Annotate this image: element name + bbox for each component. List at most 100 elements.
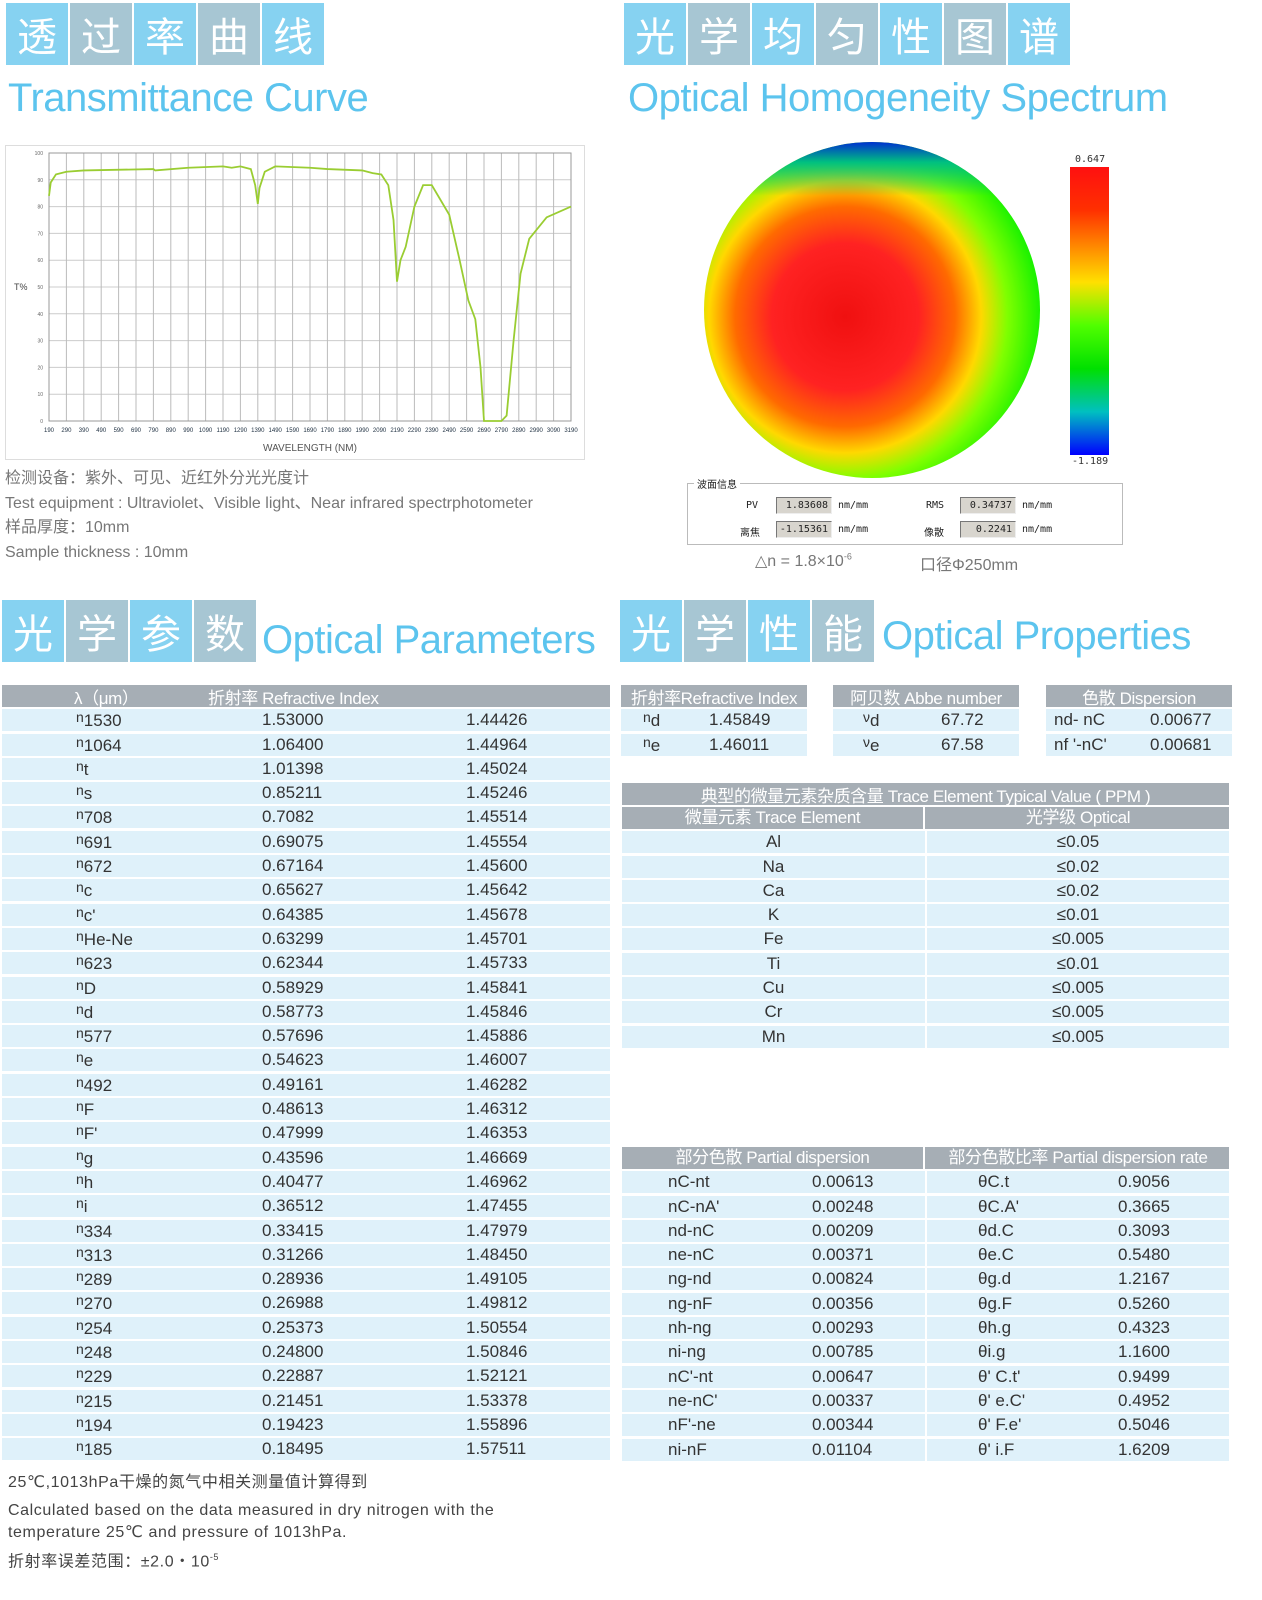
abbe-table: 阿贝数 Abbe number νd 67.72 νe 67.58 [833,685,1019,756]
table-row: Ti ≤0.01 [622,952,1229,975]
title-char: 率 [134,3,196,65]
table-header: λ（μm） 折射率 Refractive Index [2,685,610,708]
wavelength-label: 194 [83,1415,113,1435]
cell: θ' e.C' [978,1390,1026,1410]
wavelength-value: 0.58773 [262,1001,324,1021]
cell: 0.00647 [812,1366,874,1386]
table-row: n1530 1.53000 1.44426 [2,709,610,732]
x-tick-label: 790 [148,428,159,434]
plot-frame [48,152,572,422]
defocus-unit: nm/mm [838,524,869,535]
wavelength-value: 0.22887 [262,1366,324,1386]
n-symbol: n [76,1292,84,1309]
cell: 0.00344 [812,1415,874,1435]
wavelength-value: 0.48613 [262,1099,324,1119]
title-char: 图 [944,3,1006,65]
x-tick-label: 2590 [460,428,474,434]
refractive-index-value: 1.50554 [466,1317,528,1337]
title-char: 光 [624,3,686,65]
x-tick-label: 3190 [564,428,578,434]
wavelength-value: 0.54623 [262,1050,324,1070]
n-symbol: n [76,1219,84,1236]
wavelength-symbol: n229 [76,1365,112,1387]
table-row: n185 0.18495 1.57511 [2,1438,610,1461]
error-exp: -5 [209,1552,220,1562]
astig-unit: nm/mm [1022,524,1053,535]
refractive-index-value: 1.46962 [466,1171,528,1191]
table-row: nd-nC 0.00209 θd.C 0.3093 [622,1219,1229,1242]
x-tick-label: 590 [114,428,125,434]
wavelength-symbol: n623 [76,952,112,974]
refractive-index-value: 1.45886 [466,1026,528,1046]
wavelength-value: 0.63299 [262,928,324,948]
n-symbol: n [76,952,84,969]
n-symbol: n [76,927,84,944]
wavelength-symbol: n185 [76,1438,112,1460]
x-tick-label: 190 [44,428,55,434]
rms-label: RMS [926,500,945,511]
table-row: ne 1.46011 [621,733,807,756]
symbol: ne [643,734,660,756]
cell: K [767,905,780,925]
n-symbol: n [76,806,84,823]
wavelength-label: c [83,881,93,901]
wavelength-label: 623 [83,954,113,974]
wavelength-label: 270 [83,1294,113,1314]
homogeneity-cn-title: 光学均匀性图谱 [624,3,1070,65]
x-tick-label: 2390 [425,428,439,434]
wavelength-label: d [83,1002,94,1022]
wavelength-value: 0.40477 [262,1171,324,1191]
divider [925,1365,927,1388]
symbol-base: n [643,733,651,750]
cell: θC.t [978,1172,1010,1192]
wavelength-symbol: n334 [76,1220,112,1242]
header-col2: 部分色散比率 Partial dispersion rate [948,1148,1208,1167]
n-symbol: n [76,1049,84,1066]
rms-value: 0.34737 [960,497,1016,514]
delta-n-text: △n = 1.8×10 [755,553,844,570]
wavelength-label: 1530 [83,711,122,731]
cell: 0.5480 [1118,1245,1170,1265]
table-row: n691 0.69075 1.45554 [2,830,610,853]
refractive-index-value: 1.45246 [466,783,528,803]
refractive-index-value: 1.46282 [466,1074,528,1094]
table-header: 折射率Refractive Index [621,685,807,708]
divider [925,1244,927,1267]
color-scale-bar [1070,167,1109,455]
x-tick-label: 2290 [408,428,422,434]
wavelength-label: 492 [83,1075,113,1095]
wavelength-label: e [83,1051,94,1071]
table-row: nh 0.40477 1.46962 [2,1170,610,1193]
title-char: 光 [620,600,682,662]
cell: 0.9499 [1118,1366,1170,1386]
delta-n-exp: -6 [843,551,852,562]
refractive-table: 折射率Refractive Index nd 1.45849 ne 1.46011 [621,685,807,756]
refractive-index-value: 1.47455 [466,1196,528,1216]
wavelength-symbol: nD [76,977,96,999]
n-symbol: n [76,1243,84,1260]
n-symbol: n [76,1146,84,1163]
table-row: n1064 1.06400 1.44964 [2,733,610,756]
n-symbol: n [76,1000,84,1017]
title-char: 学 [688,3,750,65]
wavelength-label: He-Ne [83,929,133,949]
wavelength-label: s [83,784,93,804]
title-char: 光 [2,600,64,662]
title-char: 性 [880,3,942,65]
wavelength-value: 0.43596 [262,1147,324,1167]
measurement-note: 25℃,1013hPa干燥的氮气中相关测量值计算得到 Calculated ba… [8,1472,578,1573]
x-tick-label: 2790 [495,428,509,434]
divider [925,1389,927,1412]
transmittance-line [48,165,572,422]
table-row: ni 0.36512 1.47455 [2,1195,610,1218]
delta-n: △n = 1.8×10-6 [755,551,852,571]
wavelength-label: D [83,978,97,998]
wavelength-symbol: n1530 [76,709,122,731]
cell: 1.6209 [1118,1439,1170,1459]
table-row: nc' 0.64385 1.45678 [2,903,610,926]
wavelength-symbol: ng [76,1147,93,1169]
cell: θi.g [978,1342,1006,1362]
table-header: 部分色散 Partial dispersion 部分色散比率 Partial di… [622,1147,1229,1169]
refractive-index-value: 1.55896 [466,1414,528,1434]
homogeneity-en-title: Optical Homogeneity Spectrum [628,76,1168,120]
